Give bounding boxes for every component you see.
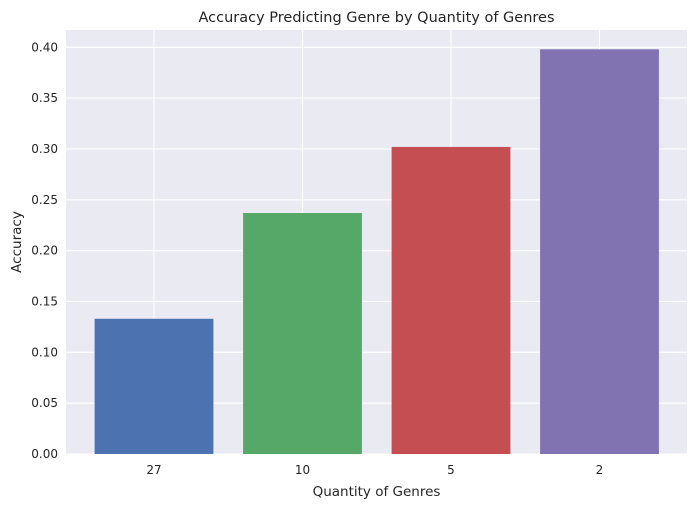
chart-title: Accuracy Predicting Genre by Quantity of… xyxy=(198,10,554,26)
x-tick-label: 2 xyxy=(596,463,604,477)
y-axis-label: Accuracy xyxy=(9,211,25,273)
y-tick-label: 0.15 xyxy=(31,294,58,308)
y-tick-label: 0.05 xyxy=(31,396,58,410)
bars xyxy=(94,49,659,455)
y-tick-label: 0.10 xyxy=(31,345,58,359)
y-axis-ticks: 0.00 0.05 0.10 0.15 0.20 0.25 0.30 0.35 0.40 xyxy=(31,40,58,461)
x-axis-label: Quantity of Genres xyxy=(313,484,441,500)
bar-5 xyxy=(391,146,511,454)
y-tick-label: 0.25 xyxy=(31,193,58,207)
bar-27 xyxy=(94,318,214,454)
y-tick-label: 0.35 xyxy=(31,91,58,105)
y-tick-label: 0.20 xyxy=(31,244,58,258)
y-tick-label: 0.30 xyxy=(31,142,58,156)
bar-10 xyxy=(243,213,362,454)
x-tick-label: 5 xyxy=(447,463,455,477)
x-axis-ticks: 27 10 5 2 xyxy=(146,463,603,477)
y-tick-label: 0.00 xyxy=(31,447,58,461)
x-tick-label: 10 xyxy=(295,463,310,477)
bar-2 xyxy=(540,49,659,455)
y-tick-label: 0.40 xyxy=(31,40,58,54)
x-tick-label: 27 xyxy=(146,463,161,477)
